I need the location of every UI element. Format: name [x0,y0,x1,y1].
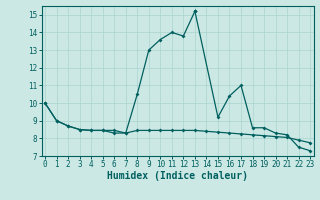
X-axis label: Humidex (Indice chaleur): Humidex (Indice chaleur) [107,171,248,181]
